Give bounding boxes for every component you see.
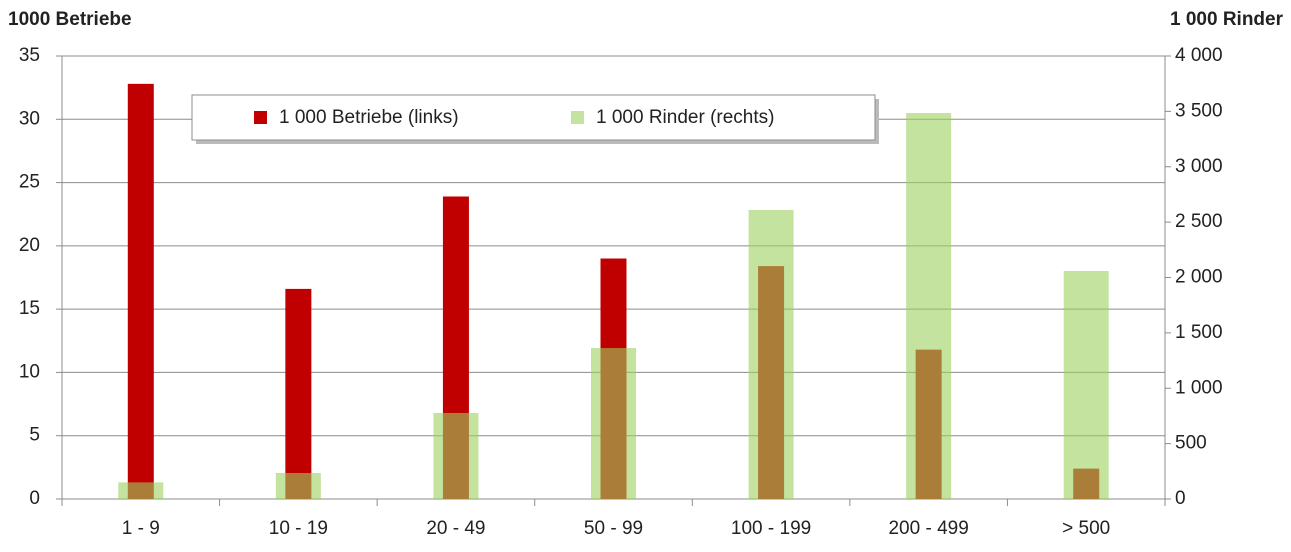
y2-tick-label: 4 000 — [1175, 45, 1223, 66]
bar — [285, 288, 312, 499]
x-tick-label: 100 - 199 — [731, 518, 811, 539]
bar — [906, 113, 952, 499]
legend-label: 1 000 Rinder (rechts) — [596, 107, 774, 128]
y2-tick-label: 1 000 — [1175, 377, 1223, 398]
bar — [591, 348, 636, 499]
legend-swatch — [254, 111, 267, 124]
bar — [748, 209, 794, 499]
bar — [433, 412, 479, 499]
legend — [191, 94, 876, 141]
y-tick-label: 10 — [19, 361, 40, 382]
x-tick-label: 20 - 49 — [426, 518, 485, 539]
y2-axis-title: 1 000 Rinder — [1170, 9, 1284, 30]
y-tick-label: 35 — [19, 45, 40, 66]
y2-tick-label: 2 000 — [1175, 267, 1223, 288]
y2-tick-label: 0 — [1175, 488, 1186, 509]
y-tick-label: 5 — [29, 425, 40, 446]
y2-tick-label: 1 500 — [1175, 322, 1223, 343]
legend-label: 1 000 Betriebe (links) — [279, 107, 459, 128]
x-tick-label: 10 - 19 — [269, 518, 328, 539]
bar — [1063, 270, 1109, 499]
x-tick-label: > 500 — [1062, 518, 1110, 539]
y2-tick-label: 3 000 — [1175, 156, 1223, 177]
bar — [127, 83, 154, 500]
bar — [275, 472, 321, 499]
x-tick-label: 1 - 9 — [122, 518, 160, 539]
y2-tick-label: 3 500 — [1175, 100, 1223, 121]
x-tick-label: 200 - 499 — [888, 518, 968, 539]
y-tick-label: 15 — [19, 298, 40, 319]
x-tick-label: 50 - 99 — [584, 518, 643, 539]
legend-swatch — [571, 111, 584, 124]
y2-tick-label: 500 — [1175, 433, 1207, 454]
y-tick-label: 20 — [19, 235, 40, 256]
y-tick-label: 25 — [19, 172, 40, 193]
y-tick-label: 30 — [19, 108, 40, 129]
bar — [118, 482, 164, 499]
y-tick-label: 0 — [29, 488, 40, 509]
y-axis-title: 1000 Betriebe — [8, 9, 132, 30]
y2-tick-label: 2 500 — [1175, 211, 1223, 232]
